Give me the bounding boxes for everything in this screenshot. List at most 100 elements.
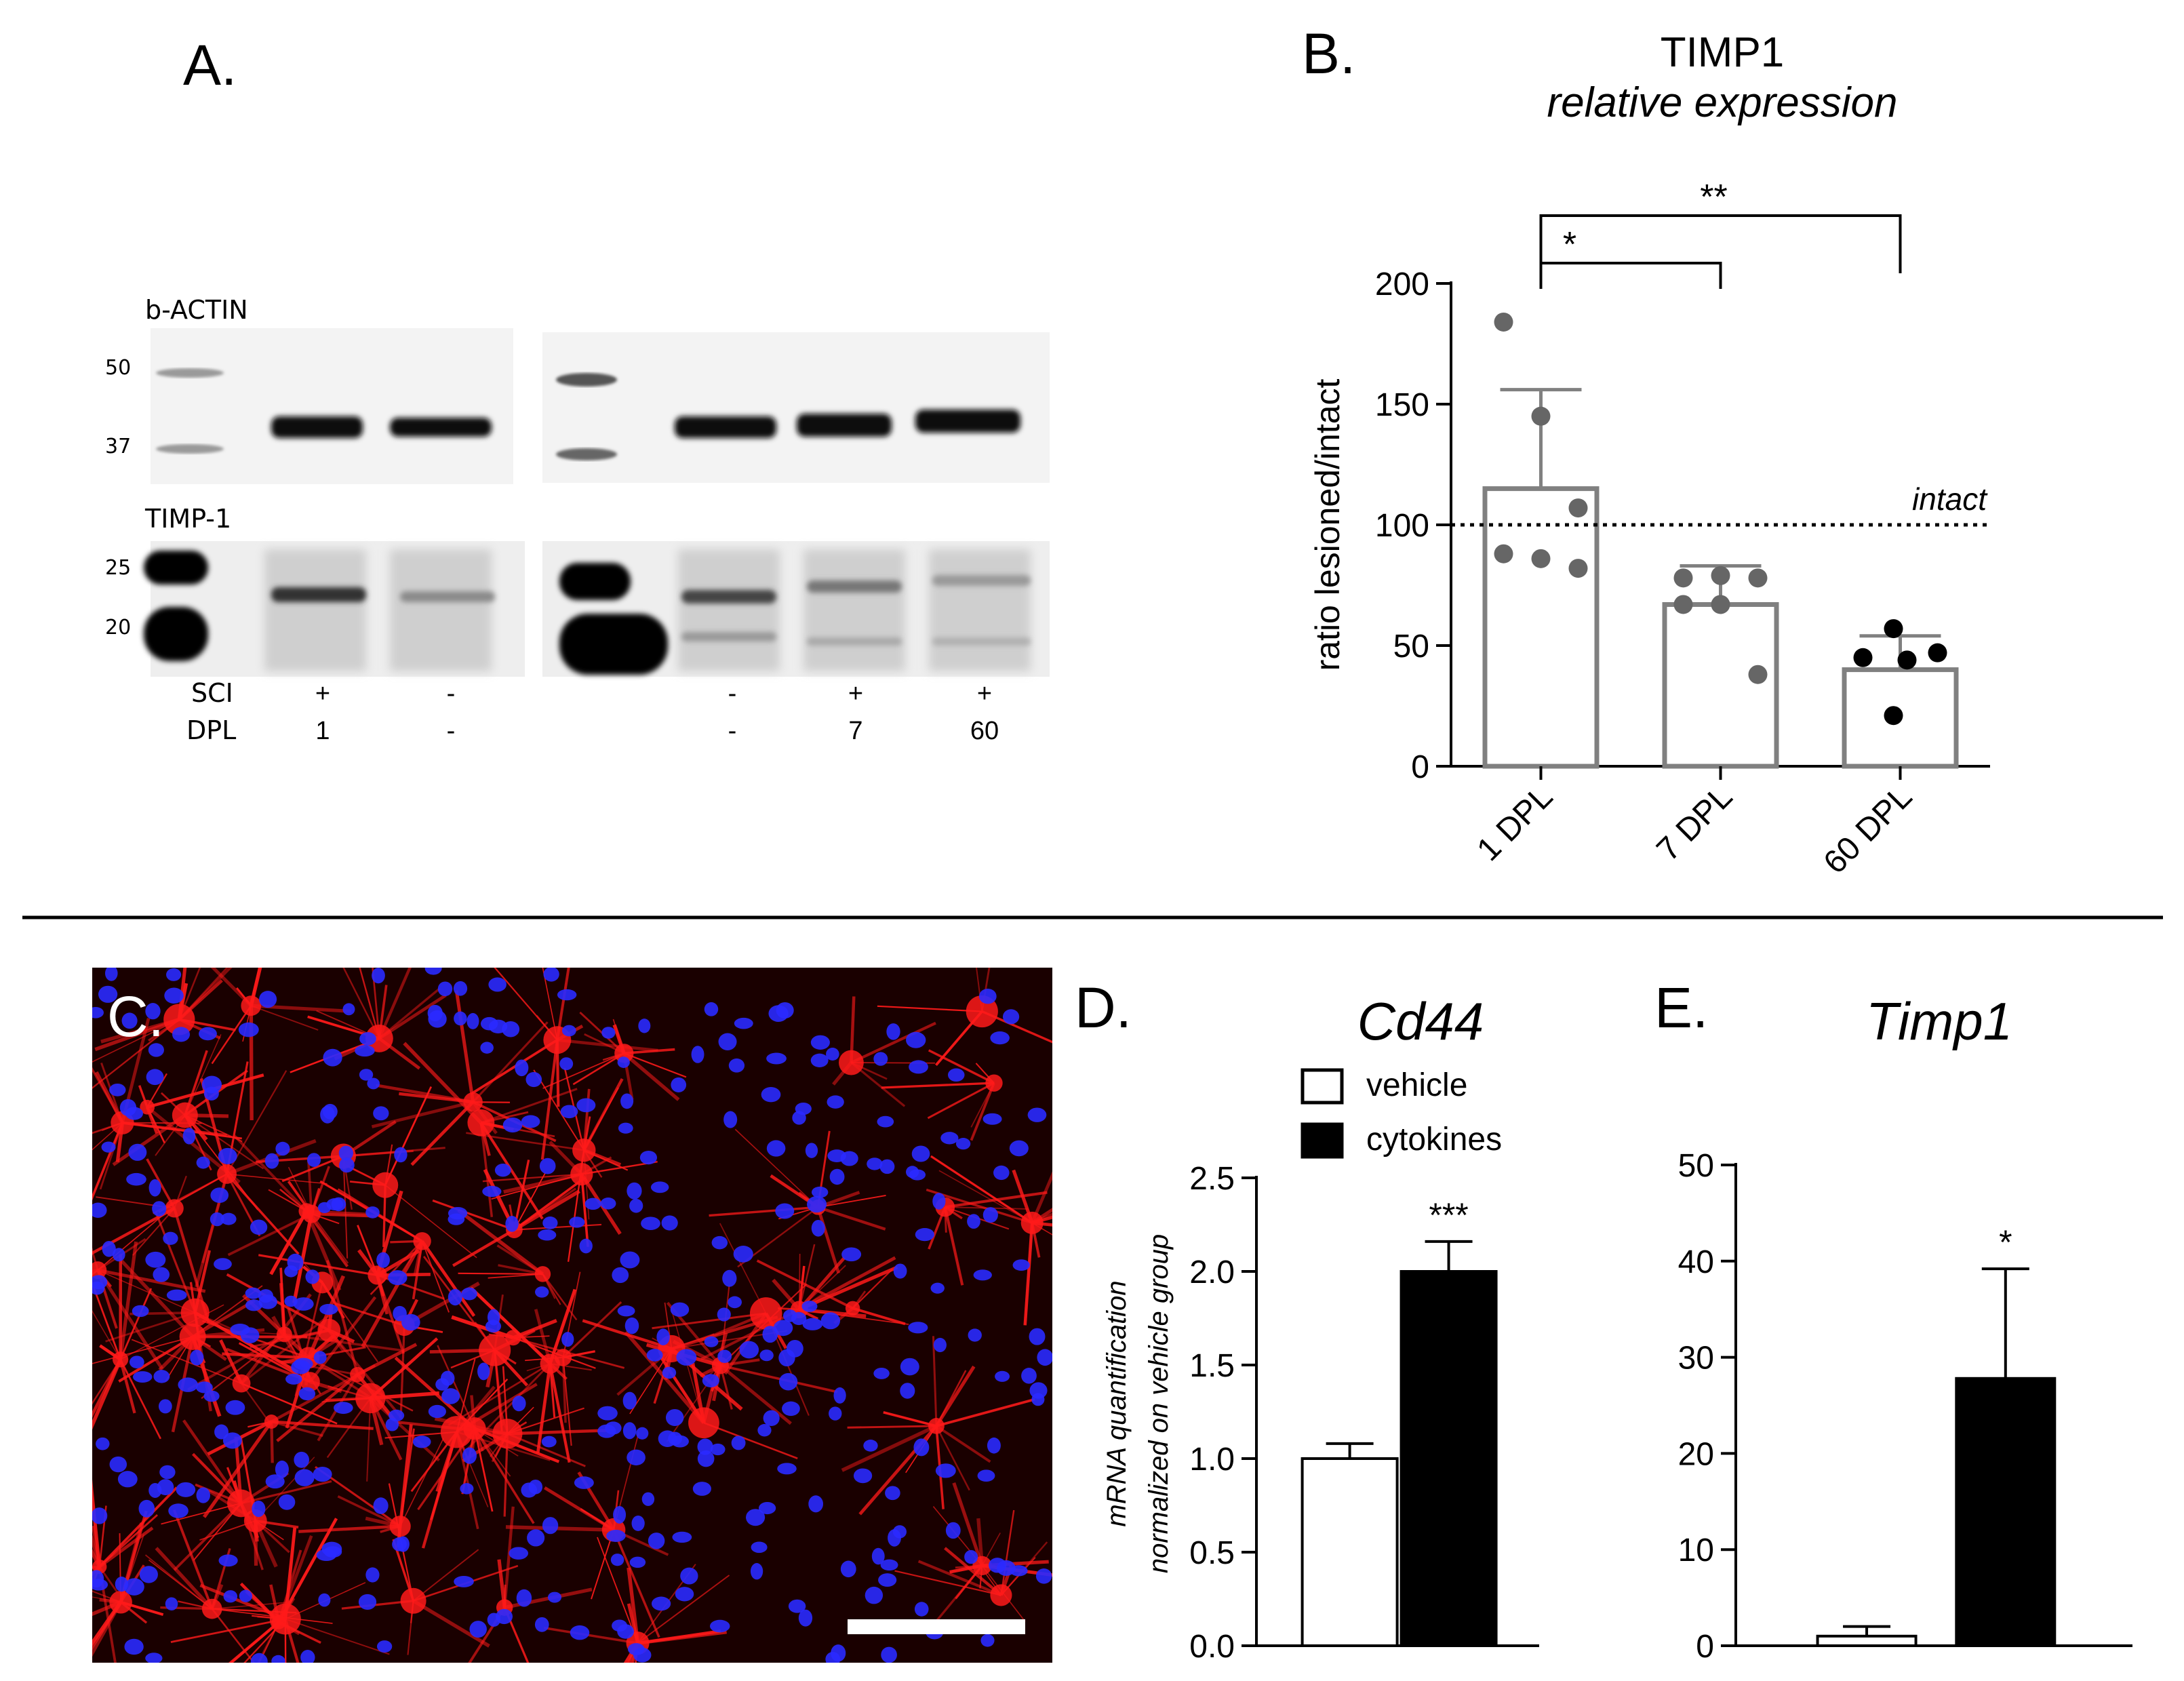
nucleus — [930, 1282, 945, 1294]
panel-b-letter: B. — [1302, 22, 1355, 85]
astrocyte-process — [470, 1039, 558, 1095]
nucleus — [394, 1147, 408, 1163]
astrocyte-process — [384, 1185, 477, 1259]
chart-e-y-tick-label: 40 — [1678, 1244, 1714, 1280]
nucleus — [597, 1424, 616, 1438]
nucleus — [166, 1289, 187, 1301]
nucleus — [618, 1122, 633, 1134]
nucleus — [900, 1358, 919, 1376]
nucleus — [157, 1479, 174, 1496]
chart-b-data-point — [1711, 566, 1730, 585]
nucleus — [629, 1556, 646, 1568]
panel-a: A. b-ACTIN TIMP-1 50 37 — [105, 33, 1050, 745]
nucleus — [238, 1022, 259, 1037]
astrocyte-process — [92, 1565, 101, 1577]
nucleus — [863, 1440, 878, 1452]
chart-d-ylabel-line2: normalized on vehicle group — [1144, 1234, 1174, 1573]
nucleus — [372, 968, 385, 984]
chart-b-data-point — [1853, 648, 1873, 667]
astrocyte-process — [227, 1212, 313, 1257]
nucleus — [906, 1031, 926, 1048]
astrocyte-process — [536, 1363, 552, 1454]
nucleus — [166, 968, 182, 981]
nucleus — [990, 1031, 1010, 1045]
astrocyte-process — [311, 1213, 349, 1264]
nucleus — [210, 1187, 229, 1203]
astrocyte-body — [372, 1172, 399, 1198]
actin-marker-37: 37 — [105, 435, 131, 458]
nucleus — [96, 1437, 110, 1450]
timp-lower-band-lane5 — [932, 637, 1031, 646]
nucleus — [373, 1497, 389, 1514]
astrocyte-body — [534, 1266, 551, 1282]
lane4-sci: + — [848, 679, 863, 708]
astrocyte-process — [271, 1420, 323, 1437]
nucleus — [935, 1463, 956, 1478]
nucleus — [454, 1011, 467, 1026]
nucleus — [218, 1554, 238, 1567]
astrocyte-process — [369, 1397, 440, 1462]
astrocyte-process — [932, 1336, 938, 1426]
astrocyte-process — [211, 1608, 256, 1663]
nucleus — [196, 1156, 210, 1169]
astrocyte-process — [627, 1567, 640, 1644]
nucleus — [223, 1590, 238, 1603]
astrocyte-process — [410, 1101, 475, 1166]
chart-b-data-point — [1748, 665, 1768, 684]
nucleus — [109, 1083, 126, 1096]
nucleus — [661, 1215, 678, 1231]
nucleus — [195, 1381, 213, 1393]
astrocyte-process — [97, 1212, 166, 1271]
nucleus — [358, 1594, 377, 1610]
timp-band-lane5 — [932, 575, 1031, 586]
nucleus — [668, 1431, 683, 1446]
nucleus — [123, 1578, 144, 1596]
nucleus — [648, 1532, 665, 1549]
nucleus — [92, 1202, 107, 1219]
astrocyte-body — [463, 1417, 486, 1440]
nucleus — [829, 1406, 842, 1421]
nucleus — [914, 1602, 929, 1617]
astrocyte-body — [241, 995, 262, 1016]
nucleus — [153, 1370, 170, 1383]
nucleus — [109, 1456, 127, 1473]
astrocyte-body — [179, 1323, 206, 1350]
chart-b-title: TIMP1 — [1661, 29, 1785, 76]
nucleus — [968, 1328, 982, 1342]
chart-b-bar — [1662, 601, 1779, 769]
nucleus — [265, 1474, 285, 1489]
astrocyte-process — [375, 1084, 473, 1104]
astrocyte-process — [472, 1021, 549, 1103]
astrocyte-body — [109, 1590, 132, 1614]
astrocyte-process — [132, 1208, 175, 1256]
nucleus — [437, 981, 453, 997]
chart-b-significance-label: ** — [1700, 178, 1727, 217]
astrocyte-process — [451, 1315, 514, 1340]
nucleus — [617, 1305, 635, 1317]
lane1-dpl: 1 — [315, 717, 330, 745]
astrocyte-process — [544, 1486, 615, 1532]
chart-d: 0.0 0.5 1.0 1.5 2.0 2.5 *** — [1189, 1161, 1539, 1665]
nucleus — [92, 1006, 104, 1019]
nucleus — [802, 1318, 823, 1330]
chart-b-y-tick-label: 200 — [1375, 266, 1429, 302]
scale-bar — [848, 1619, 1025, 1634]
astrocyte-process — [555, 968, 570, 1041]
nucleus — [176, 1482, 196, 1497]
actin-band-lane3 — [675, 416, 776, 438]
astrocyte-process — [488, 1273, 543, 1279]
nucleus — [359, 1069, 374, 1081]
lane3-dpl: - — [728, 717, 737, 745]
nucleus — [203, 1390, 220, 1402]
astrocyte-process — [970, 1082, 995, 1141]
nucleus — [786, 1339, 803, 1358]
chart-e-y-tick-label: 0 — [1696, 1629, 1714, 1665]
nucleus — [831, 1644, 846, 1662]
nucleus — [893, 1263, 907, 1279]
nucleus — [397, 1536, 410, 1552]
astrocyte-process — [935, 1425, 991, 1463]
nucleus — [448, 1206, 468, 1220]
nucleus — [900, 1383, 915, 1399]
astrocyte-process — [96, 1269, 164, 1370]
nucleus — [778, 1372, 798, 1391]
